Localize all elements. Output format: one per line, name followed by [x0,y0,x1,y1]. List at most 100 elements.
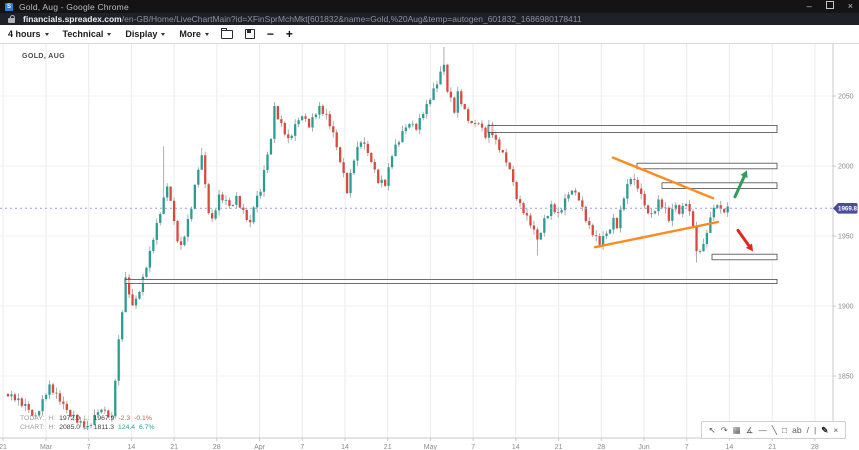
candle [155,218,158,245]
candle [93,409,96,426]
candle [681,202,684,218]
price-axis-label: 2000 [838,164,854,171]
maximize-icon [825,1,834,9]
candle [553,202,556,215]
candle [556,207,560,218]
spreadex-favicon: S [5,2,13,11]
price-zone-rectangle[interactable] [487,125,778,133]
candle [207,182,210,215]
chevron-down-icon [161,32,166,36]
price-zone-rectangle[interactable] [711,253,778,261]
address-bar[interactable]: financials.spreadex.com/en-GB/Home/LiveC… [0,13,859,25]
zoom-in-button[interactable]: + [286,28,293,40]
candle [636,176,639,192]
candle [235,192,238,209]
open-chart-button[interactable] [220,27,233,39]
candle [294,119,297,142]
candle [390,154,394,170]
candle [200,147,203,171]
trendline[interactable] [593,220,720,249]
grid-tool-icon[interactable]: ▦ [732,425,741,435]
vline-tool-icon[interactable]: | [814,425,817,435]
segment-tool-icon[interactable]: ╲ [771,425,778,435]
ray-tool-icon[interactable]: / [806,425,810,435]
close-tools-icon[interactable]: × [833,425,839,435]
pencil-tool-icon[interactable]: ✎ [821,425,829,435]
hline-tool-icon[interactable]: — [758,425,767,435]
candle [691,209,695,229]
candle [518,195,522,207]
trend-tool-icon[interactable]: ↷ [720,425,728,435]
date-axis-label: May [424,444,438,450]
zoom-out-button[interactable]: − [267,28,274,40]
candle [280,115,283,128]
candle [172,197,176,225]
price-axis-label: 1950 [838,234,854,241]
more-menu[interactable]: More [179,29,209,39]
candle [65,400,68,414]
technical-menu[interactable]: Technical [63,29,112,39]
candle [397,140,401,147]
today-high: 1972.0 [59,415,80,422]
price-zone-rectangle[interactable] [124,278,778,284]
candle [567,191,570,202]
pointer-tool-icon[interactable]: ↖ [708,425,716,435]
candle [577,191,581,202]
candle [283,121,286,137]
candle [439,66,442,85]
maximize-button[interactable] [825,0,834,13]
candle [442,47,446,76]
candle [41,395,44,416]
candle [484,126,487,140]
close-button[interactable]: × [847,1,853,11]
candle [501,149,504,153]
candle [705,229,709,248]
date-axis-label: Mar [40,444,53,450]
date-axis-label: 21 [170,444,178,450]
date-axis-label: 28 [213,444,221,450]
candle [660,197,664,210]
candle [685,203,688,208]
display-menu[interactable]: Display [125,29,166,39]
candle [667,205,671,223]
rect-tool-icon[interactable]: □ [782,425,788,435]
candle [456,86,459,118]
lock-icon[interactable] [8,15,16,23]
down-arrow-annotation[interactable] [736,228,753,252]
price-chart[interactable]: 2050 2000 1950 1900 1850 21 Mar 7 14 21 28 Apr 7 14 21… [0,44,859,450]
candle [262,165,266,197]
minimize-button[interactable]: – [806,1,812,11]
timeframe-menu[interactable]: 4 hours [8,29,49,39]
candle [204,151,207,189]
date-axis-label: 14 [128,444,136,450]
candle [546,215,549,219]
window-titlebar: S Gold, Aug - Google Chrome – × [0,0,859,13]
candle [37,410,41,417]
price-zone-rectangle[interactable] [636,162,778,170]
angle-tool-icon[interactable]: ∡ [745,425,754,435]
candle [363,137,366,150]
up-arrow-annotation[interactable] [733,170,748,199]
candle [356,141,359,167]
candle [467,106,470,124]
candle [27,401,30,414]
candle [255,190,259,213]
save-chart-button[interactable] [244,29,255,39]
date-axis-label: 21 [0,444,7,450]
chart-change: 124.4 [118,423,136,431]
candle [449,87,453,103]
candle [515,180,518,201]
chart-legend: TODAY: H: 1972.0 L: 1967.9 -2.3 -0.1% CHART: H:… [20,415,159,432]
candlestick-canvas[interactable]: 2050 2000 1950 1900 1850 21 Mar 7 14 21 28 Apr 7 14 21… [0,44,859,450]
candle [435,81,439,93]
price-zone-rectangle[interactable] [661,182,778,189]
candle [96,409,100,419]
trendline[interactable] [611,156,715,200]
legend-today-row: TODAY: H: 1972.0 L: 1967.9 -2.3 -0.1% [20,415,152,422]
url-text[interactable]: financials.spreadex.com/en-GB/Home/LiveC… [23,14,582,24]
candle [214,209,217,221]
candle [10,390,13,401]
date-axis-label: 28 [811,444,819,450]
text-tool-icon[interactable]: ab [792,425,802,435]
date-axis-label: Apr [254,444,266,450]
